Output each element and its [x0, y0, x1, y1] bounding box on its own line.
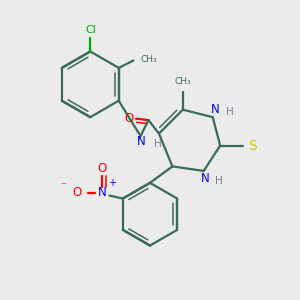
Text: H: H — [154, 139, 161, 149]
Text: +: + — [108, 178, 116, 188]
Text: O: O — [97, 162, 106, 175]
Text: N: N — [98, 186, 106, 199]
Text: H: H — [215, 176, 223, 186]
Text: N: N — [137, 134, 146, 148]
Text: CH₃: CH₃ — [175, 77, 191, 86]
Text: O: O — [72, 186, 81, 199]
Text: O: O — [125, 112, 134, 124]
Text: ⁻: ⁻ — [60, 181, 66, 191]
Text: S: S — [248, 139, 256, 152]
Text: H: H — [226, 107, 234, 117]
Text: N: N — [211, 103, 220, 116]
Text: CH₃: CH₃ — [141, 55, 158, 64]
Text: N: N — [201, 172, 210, 185]
Text: Cl: Cl — [85, 25, 96, 35]
